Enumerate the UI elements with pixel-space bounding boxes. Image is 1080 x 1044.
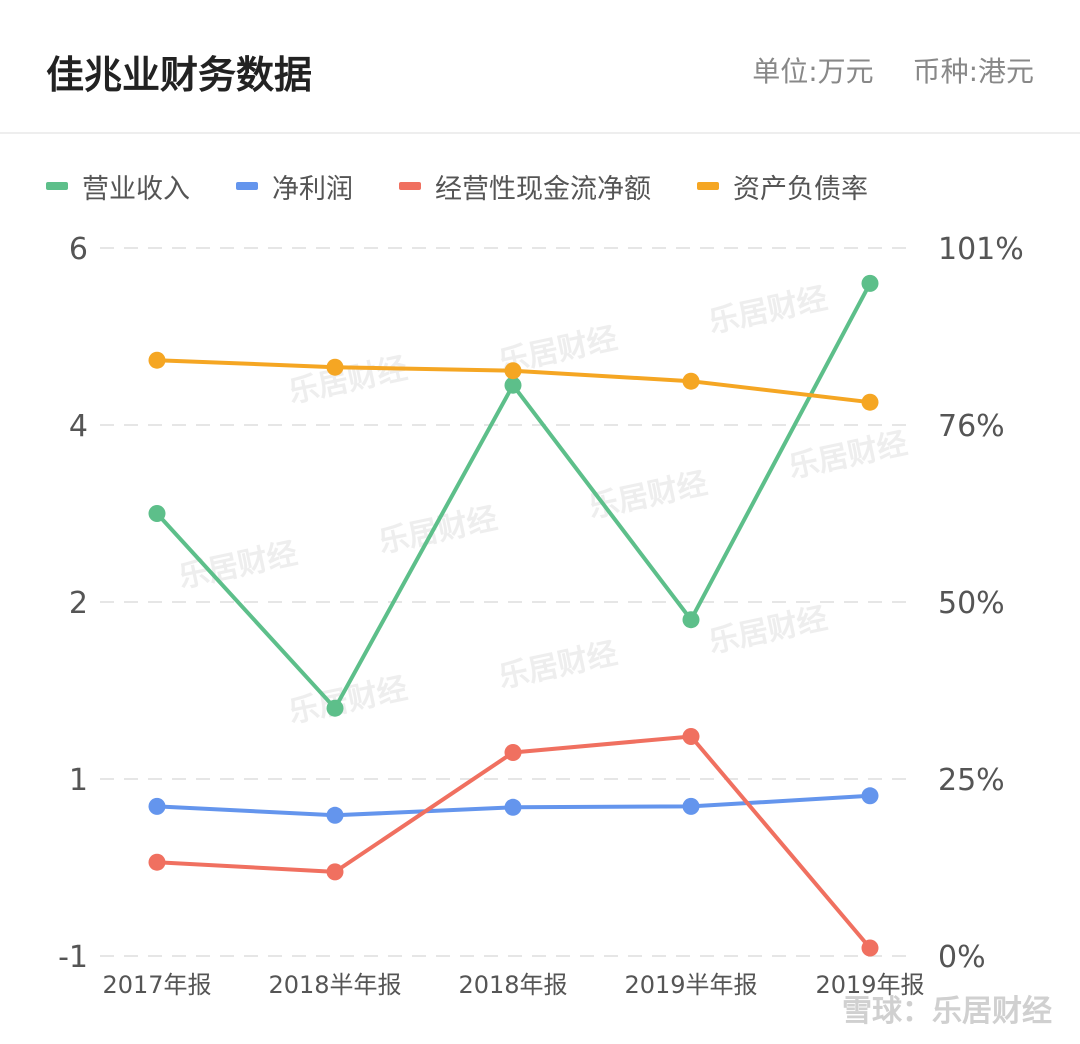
y-right-tick-label: 25%	[938, 763, 1005, 798]
unit-info: 单位:万元 币种:港元	[722, 50, 1034, 90]
chart-title: 佳兆业财务数据	[46, 53, 313, 97]
legend-swatch	[236, 182, 258, 190]
watermark-text: 乐居财经	[286, 671, 411, 730]
data-point	[504, 798, 522, 816]
y-left-tick-label: 6	[69, 232, 88, 267]
chart-legend: 营业收入 净利润 经营性现金流净额 资产负债率	[46, 166, 914, 206]
legend-item[interactable]: 资产负债率	[697, 167, 868, 206]
legend-label: 净利润	[272, 173, 353, 205]
data-point	[326, 699, 344, 717]
unit-label: 单位:万元	[752, 55, 874, 88]
data-point	[148, 853, 166, 871]
y-right-tick-label: 50%	[938, 586, 1005, 621]
watermark-text: 乐居财经	[286, 351, 411, 410]
legend-label: 资产负债率	[733, 173, 868, 205]
legend-label: 经营性现金流净额	[435, 173, 651, 205]
legend-item[interactable]: 经营性现金流净额	[399, 167, 651, 206]
y-right-tick-label: 0%	[938, 940, 986, 975]
series-line	[155, 734, 872, 950]
data-point	[682, 728, 700, 745]
x-tick-label: 2018年报	[458, 971, 567, 999]
y-left-tick-label: -1	[58, 940, 88, 975]
legend-swatch	[399, 182, 421, 190]
y-left-tick-label: 1	[69, 763, 88, 798]
data-point	[682, 611, 700, 629]
y-right-tick-label: 101%	[938, 232, 1024, 267]
legend-swatch	[46, 182, 68, 190]
data-point	[861, 939, 879, 957]
data-point	[682, 797, 700, 815]
data-point	[326, 358, 344, 376]
legend-swatch	[697, 182, 719, 190]
y-left-tick-label: 4	[69, 409, 88, 444]
data-point	[326, 806, 344, 824]
currency-label: 币种:港元	[912, 55, 1034, 88]
data-point	[148, 351, 166, 369]
x-tick-label: 2019年报	[815, 971, 924, 999]
x-tick-label: 2018半年报	[268, 971, 401, 999]
watermark-text: 乐居财经	[176, 536, 301, 595]
data-point	[504, 376, 522, 394]
legend-item[interactable]: 营业收入	[46, 167, 190, 206]
y-right-tick-label: 76%	[938, 409, 1005, 444]
watermark-text: 乐居财经	[786, 426, 911, 485]
x-tick-label: 2017年报	[102, 971, 211, 999]
footer-watermark: 雪球：乐居财经	[842, 994, 1052, 1029]
data-point	[504, 362, 522, 380]
legend-label: 营业收入	[82, 173, 190, 205]
data-point	[326, 863, 344, 881]
data-point	[682, 372, 700, 390]
x-tick-label: 2019半年报	[624, 971, 757, 999]
data-point	[148, 797, 166, 815]
data-point	[861, 787, 879, 805]
data-point	[148, 505, 166, 522]
data-point	[504, 744, 522, 761]
watermark-text: 乐居财经	[496, 636, 621, 695]
watermark-text: 乐居财经	[376, 501, 501, 560]
data-point	[861, 274, 879, 292]
watermark-text: 乐居财经	[586, 466, 711, 525]
chart-header: 佳兆业财务数据 单位:万元 币种:港元	[0, 0, 1080, 134]
legend-item[interactable]: 净利润	[236, 167, 353, 206]
watermark-text: 乐居财经	[706, 281, 831, 340]
data-point	[861, 393, 879, 411]
watermark-text: 乐居财经	[706, 601, 831, 660]
y-left-tick-label: 2	[69, 586, 88, 621]
